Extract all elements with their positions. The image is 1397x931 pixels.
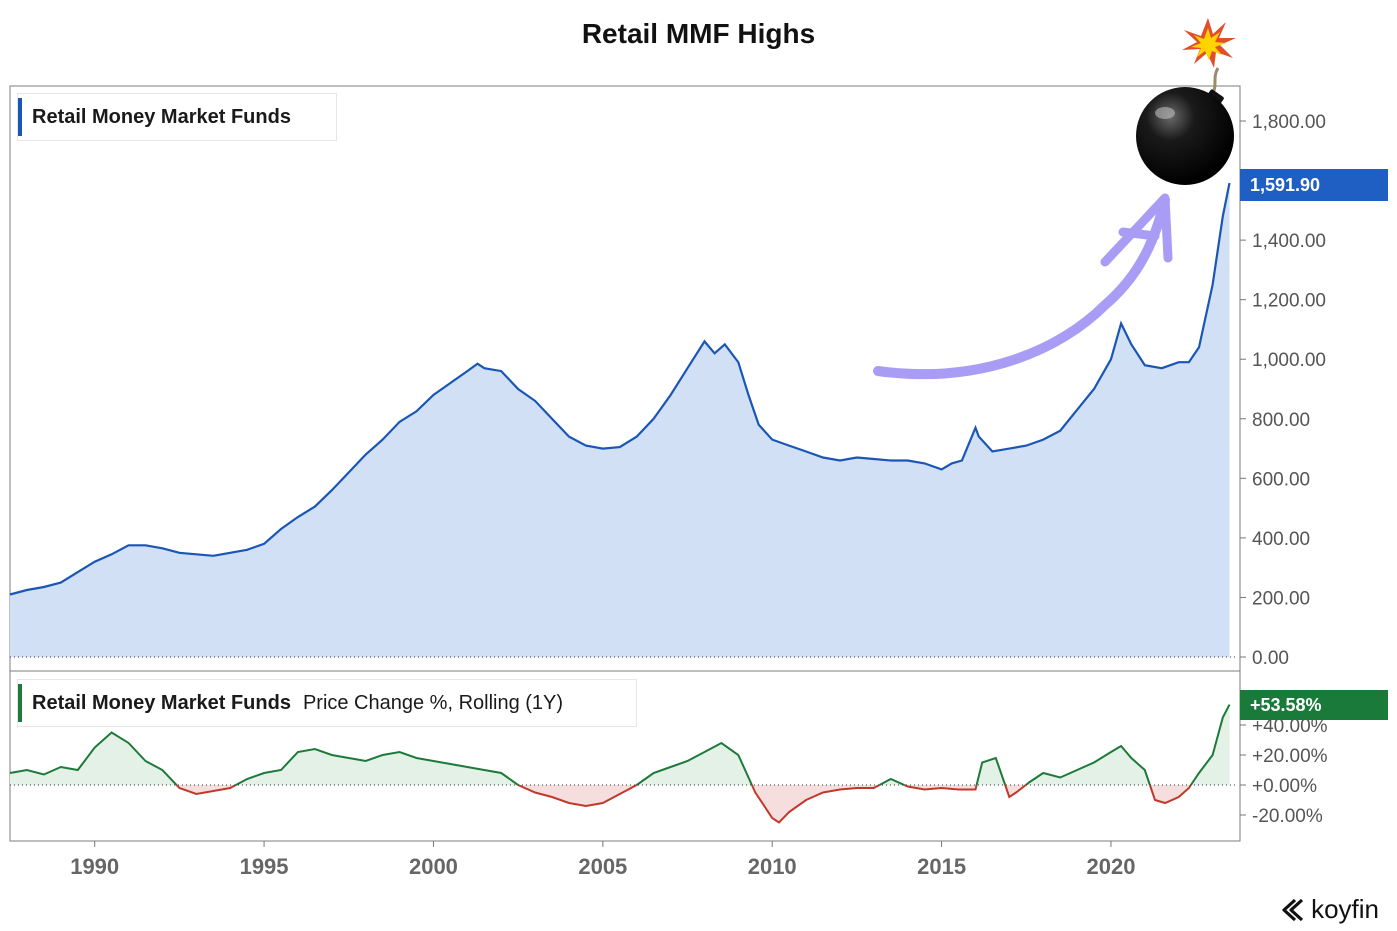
- main-plot: [9, 182, 1238, 658]
- main-area-fill: [10, 183, 1230, 657]
- change-positive-line: [1025, 744, 1151, 786]
- main-y-tick-label: 1,400.00: [1252, 231, 1326, 252]
- x-tick-label: 2020: [1086, 854, 1135, 879]
- change-y-tick-label: -20.00%: [1252, 806, 1323, 827]
- change-positive-line: [1190, 704, 1231, 786]
- main-y-tick-label: 1,800.00: [1252, 112, 1326, 133]
- main-y-axis: 0.00 200.00 400.00 600.00 800.00 1,000.00 1,20…: [1240, 112, 1326, 669]
- change-positive-line: [636, 741, 753, 786]
- change-positive-fill: [1190, 704, 1230, 785]
- change-positive-line: [975, 756, 1007, 786]
- change-last-value-label: +53.58%: [1250, 694, 1322, 715]
- change-positive-fill: [235, 749, 519, 785]
- last-value-label: 1,591.90: [1250, 174, 1321, 195]
- main-y-tick-label: 0.00: [1252, 648, 1289, 669]
- change-negative-line: [750, 784, 880, 824]
- change-positive-fill: [10, 732, 177, 785]
- change-negative-line: [903, 784, 978, 791]
- change-positive-line: [9, 731, 178, 786]
- main-y-tick-label: 600.00: [1252, 469, 1310, 490]
- main-legend-label: Retail Money Market Funds: [32, 105, 291, 128]
- main-legend-color-bar: [18, 98, 22, 136]
- change-negative-line: [517, 784, 638, 808]
- bomb-icon: [1136, 18, 1236, 185]
- change-negative-fill: [751, 785, 880, 823]
- change-negative-line: [1148, 784, 1192, 805]
- x-tick-label: 2010: [748, 854, 797, 879]
- change-panel-frame: [9, 670, 1241, 842]
- change-negative-line: [175, 784, 237, 796]
- change-positive-fill: [879, 779, 905, 785]
- change-legend-sublabel: Price Change %, Rolling (1Y): [302, 691, 564, 714]
- x-tick-label: 2005: [578, 854, 627, 879]
- koyfin-logo-text: koyfin: [1311, 894, 1379, 924]
- change-plot: [9, 704, 1238, 824]
- arrow-shaft: [873, 195, 1170, 380]
- change-negative-line: [1004, 784, 1027, 799]
- chart-title: Retail MMF Highs: [581, 18, 816, 49]
- arrow-head: [1100, 193, 1173, 267]
- main-y-tick-label: 800.00: [1252, 410, 1310, 431]
- koyfin-logo: koyfin: [1279, 894, 1379, 925]
- change-last-value-tag: +53.58%: [1240, 690, 1388, 720]
- koyfin-logo-icon: [1282, 898, 1304, 921]
- main-series-line: [9, 182, 1231, 596]
- arrow-annotation: [873, 193, 1173, 380]
- main-y-tick-label: 200.00: [1252, 588, 1310, 609]
- last-value-tag: 1,591.90: [1240, 169, 1388, 201]
- change-y-tick-label: +20.00%: [1252, 746, 1328, 767]
- change-positive-fill: [636, 743, 752, 785]
- x-tick-label: 2015: [917, 854, 966, 879]
- change-legend[interactable]: Retail Money Market Funds Price Change %…: [17, 679, 637, 727]
- change-legend-label: Retail Money Market Funds: [32, 691, 291, 714]
- change-positive-line: [235, 747, 519, 786]
- change-y-axis: -20.00% +0.00% +20.00% +40.00%: [1240, 716, 1328, 827]
- change-legend-color-bar: [18, 684, 22, 722]
- x-axis: 1990 1995 2000 2005 2010 2015 2020: [70, 841, 1135, 879]
- main-y-tick-label: 1,000.00: [1252, 350, 1326, 371]
- x-tick-label: 1995: [240, 854, 289, 879]
- x-tick-label: 1990: [70, 854, 119, 879]
- change-y-tick-label: +40.00%: [1252, 716, 1328, 737]
- main-y-tick-label: 1,200.00: [1252, 291, 1326, 312]
- change-y-tick-label: +0.00%: [1252, 776, 1317, 797]
- main-legend[interactable]: Retail Money Market Funds: [17, 93, 337, 141]
- change-negative-fill: [1149, 785, 1191, 803]
- main-y-tick-label: 400.00: [1252, 529, 1310, 550]
- x-tick-label: 2000: [409, 854, 458, 879]
- change-positive-line: [879, 777, 905, 786]
